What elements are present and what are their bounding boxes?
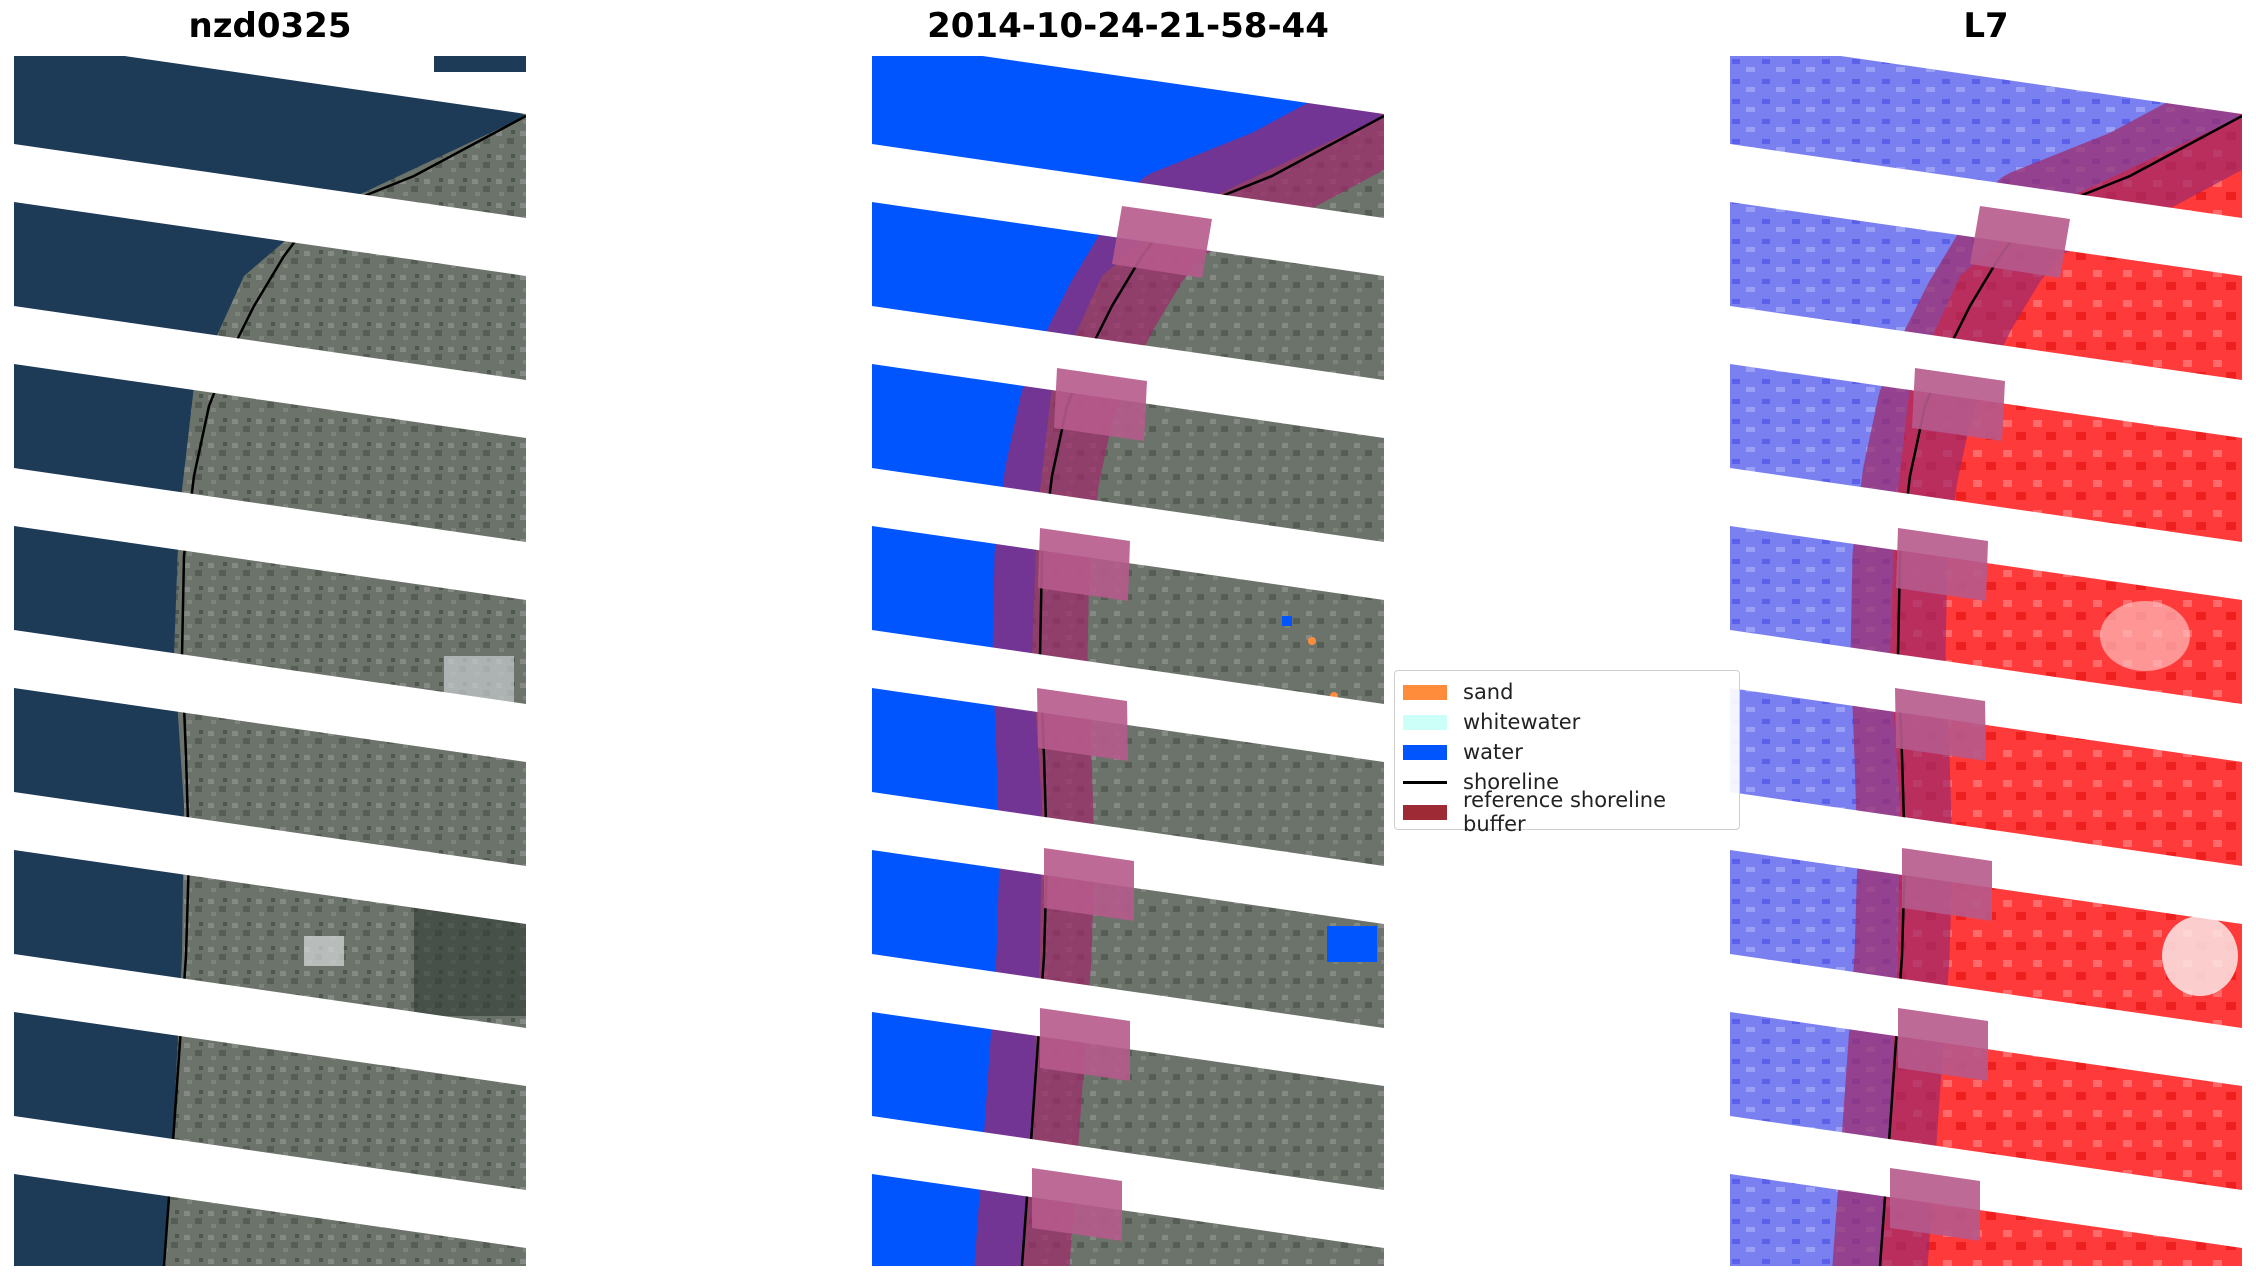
legend-item-buffer: reference shoreline buffer bbox=[1403, 788, 1731, 836]
index-panel bbox=[1730, 56, 2242, 1266]
panel-title-index: L7 bbox=[1963, 6, 2009, 46]
legend-item-sand: sand bbox=[1403, 677, 1731, 707]
legend-label-buffer: reference shoreline buffer bbox=[1463, 788, 1667, 836]
panel-title-rgb: nzd0325 bbox=[188, 6, 352, 46]
legend: sand whitewater water shoreline referenc… bbox=[1394, 670, 1740, 836]
rgb-image-panel bbox=[14, 56, 526, 1266]
legend-label-whitewater: whitewater bbox=[1463, 710, 1581, 734]
legend-label-shoreline: shoreline bbox=[1463, 770, 1560, 794]
legend-item-shoreline: shoreline bbox=[1403, 767, 1731, 797]
legend-swatch-whitewater bbox=[1403, 714, 1447, 730]
legend-item-whitewater: whitewater bbox=[1403, 707, 1731, 737]
classification-panel bbox=[872, 56, 1384, 1266]
panel-title-classification: 2014-10-24-21-58-44 bbox=[927, 6, 1329, 46]
legend-swatch-sand bbox=[1403, 684, 1447, 700]
legend-swatch-shoreline bbox=[1403, 780, 1447, 784]
legend-label-sand: sand bbox=[1463, 680, 1514, 704]
legend-label-water: water bbox=[1463, 740, 1523, 764]
legend-item-water: water bbox=[1403, 737, 1731, 767]
legend-swatch-buffer bbox=[1403, 804, 1447, 820]
legend-swatch-water bbox=[1403, 744, 1447, 760]
